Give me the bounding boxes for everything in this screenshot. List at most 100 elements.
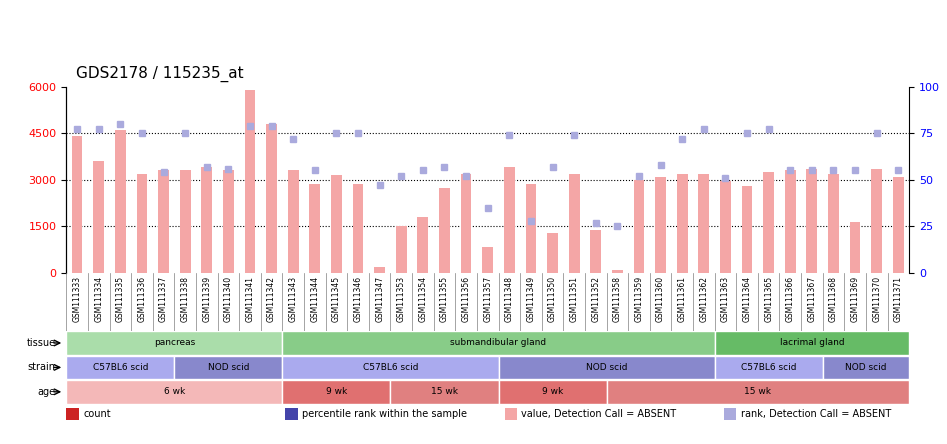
Text: GSM111336: GSM111336 <box>137 276 147 322</box>
Bar <box>763 172 774 273</box>
Bar <box>569 174 580 273</box>
Text: GSM111361: GSM111361 <box>678 276 687 322</box>
Text: GDS2178 / 115235_at: GDS2178 / 115235_at <box>76 66 243 82</box>
Text: GSM111368: GSM111368 <box>829 276 838 322</box>
Bar <box>266 124 277 273</box>
Bar <box>72 136 82 273</box>
FancyBboxPatch shape <box>498 356 715 379</box>
Text: GSM111334: GSM111334 <box>94 276 103 322</box>
Text: submandibular gland: submandibular gland <box>451 338 546 348</box>
Bar <box>310 185 320 273</box>
Text: C57BL6 scid: C57BL6 scid <box>741 363 796 372</box>
Text: NOD scid: NOD scid <box>586 363 627 372</box>
Text: count: count <box>83 409 111 419</box>
Text: percentile rank within the sample: percentile rank within the sample <box>302 409 467 419</box>
Bar <box>418 217 428 273</box>
Text: GSM111364: GSM111364 <box>742 276 752 322</box>
Text: GSM111341: GSM111341 <box>245 276 255 322</box>
Text: value, Detection Call = ABSENT: value, Detection Call = ABSENT <box>522 409 676 419</box>
Text: 9 wk: 9 wk <box>326 387 347 396</box>
Bar <box>742 186 753 273</box>
Text: lacrimal gland: lacrimal gland <box>779 338 844 348</box>
Text: GSM111353: GSM111353 <box>397 276 405 322</box>
Text: GSM111357: GSM111357 <box>483 276 492 322</box>
Text: NOD scid: NOD scid <box>207 363 249 372</box>
Text: tissue: tissue <box>27 338 56 348</box>
Bar <box>285 408 298 420</box>
Text: GSM111360: GSM111360 <box>656 276 665 322</box>
FancyBboxPatch shape <box>66 331 282 355</box>
Text: GSM111365: GSM111365 <box>764 276 773 322</box>
Text: GSM111355: GSM111355 <box>440 276 449 322</box>
Text: GSM111346: GSM111346 <box>353 276 363 322</box>
Bar <box>699 174 709 273</box>
Text: 15 wk: 15 wk <box>431 387 458 396</box>
Text: GSM111366: GSM111366 <box>786 276 795 322</box>
Text: GSM111358: GSM111358 <box>613 276 622 322</box>
Bar <box>439 188 450 273</box>
Text: NOD scid: NOD scid <box>845 363 886 372</box>
Bar <box>352 185 364 273</box>
Text: GSM111356: GSM111356 <box>461 276 471 322</box>
Text: GSM111350: GSM111350 <box>548 276 557 322</box>
Bar <box>807 169 817 273</box>
FancyBboxPatch shape <box>498 380 607 404</box>
Text: GSM111348: GSM111348 <box>505 276 514 322</box>
Bar <box>482 247 493 273</box>
Text: GSM111340: GSM111340 <box>223 276 233 322</box>
Text: 15 wk: 15 wk <box>744 387 772 396</box>
Text: GSM111335: GSM111335 <box>116 276 125 322</box>
Text: GSM111347: GSM111347 <box>375 276 384 322</box>
Text: GSM111349: GSM111349 <box>527 276 535 322</box>
FancyBboxPatch shape <box>66 380 282 404</box>
Bar <box>66 408 79 420</box>
Text: GSM111354: GSM111354 <box>419 276 427 322</box>
FancyBboxPatch shape <box>823 356 909 379</box>
Bar <box>893 177 903 273</box>
Bar <box>115 130 126 273</box>
Bar <box>505 408 517 420</box>
Bar <box>460 174 472 273</box>
Bar <box>223 170 234 273</box>
FancyBboxPatch shape <box>282 331 715 355</box>
Bar <box>634 180 644 273</box>
Bar <box>288 170 298 273</box>
Text: strain: strain <box>27 362 56 373</box>
Bar <box>590 230 601 273</box>
FancyBboxPatch shape <box>174 356 282 379</box>
FancyBboxPatch shape <box>390 380 498 404</box>
FancyBboxPatch shape <box>282 380 390 404</box>
FancyBboxPatch shape <box>715 331 909 355</box>
Text: GSM111352: GSM111352 <box>591 276 600 322</box>
Text: GSM111344: GSM111344 <box>311 276 319 322</box>
Bar <box>396 226 406 273</box>
Text: GSM111367: GSM111367 <box>808 276 816 322</box>
Bar <box>871 169 882 273</box>
Bar <box>655 177 666 273</box>
FancyBboxPatch shape <box>607 380 909 404</box>
Bar <box>724 408 737 420</box>
Text: GSM111371: GSM111371 <box>894 276 902 322</box>
Text: 9 wk: 9 wk <box>542 387 563 396</box>
Bar <box>720 182 731 273</box>
Bar <box>202 167 212 273</box>
Text: GSM111370: GSM111370 <box>872 276 882 322</box>
Text: GSM111342: GSM111342 <box>267 276 277 322</box>
Text: rank, Detection Call = ABSENT: rank, Detection Call = ABSENT <box>741 409 891 419</box>
Text: 6 wk: 6 wk <box>164 387 185 396</box>
Text: C57BL6 scid: C57BL6 scid <box>93 363 148 372</box>
Text: C57BL6 scid: C57BL6 scid <box>363 363 419 372</box>
Bar <box>244 90 256 273</box>
Bar <box>331 175 342 273</box>
FancyBboxPatch shape <box>66 356 174 379</box>
Bar <box>677 174 688 273</box>
Text: GSM111351: GSM111351 <box>570 276 579 322</box>
Text: GSM111343: GSM111343 <box>289 276 297 322</box>
Text: GSM111363: GSM111363 <box>721 276 730 322</box>
Bar <box>849 222 861 273</box>
Text: GSM111362: GSM111362 <box>699 276 708 322</box>
Text: GSM111369: GSM111369 <box>850 276 860 322</box>
Text: GSM111338: GSM111338 <box>181 276 189 322</box>
Bar <box>828 174 839 273</box>
Bar <box>547 233 558 273</box>
